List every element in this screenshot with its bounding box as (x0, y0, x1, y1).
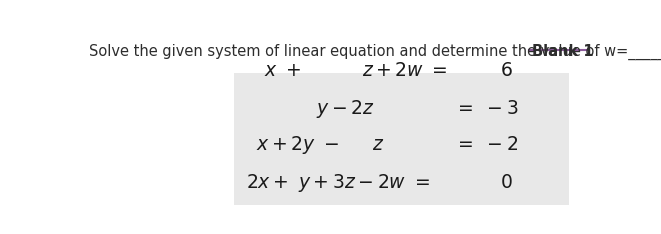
Text: $y - 2z$: $y - 2z$ (316, 98, 374, 120)
Text: $0$: $0$ (500, 174, 513, 192)
Text: Blank 1: Blank 1 (532, 44, 594, 59)
Text: $=\ -3$: $=\ -3$ (454, 100, 518, 118)
Text: $z + 2w\ =$: $z + 2w\ =$ (362, 62, 447, 80)
Text: Solve the given system of linear equation and determine the value of w=_______: Solve the given system of linear equatio… (89, 44, 661, 61)
Text: $=\ -2$: $=\ -2$ (454, 136, 518, 154)
Text: $6$: $6$ (500, 62, 513, 80)
Text: $z$: $z$ (372, 136, 384, 154)
FancyBboxPatch shape (234, 73, 569, 205)
Text: $2x +\ y + 3z - 2w\ =$: $2x +\ y + 3z - 2w\ =$ (245, 172, 429, 194)
Text: $x\ +$: $x\ +$ (264, 62, 301, 80)
Text: $x + 2y\ -$: $x + 2y\ -$ (256, 134, 339, 156)
